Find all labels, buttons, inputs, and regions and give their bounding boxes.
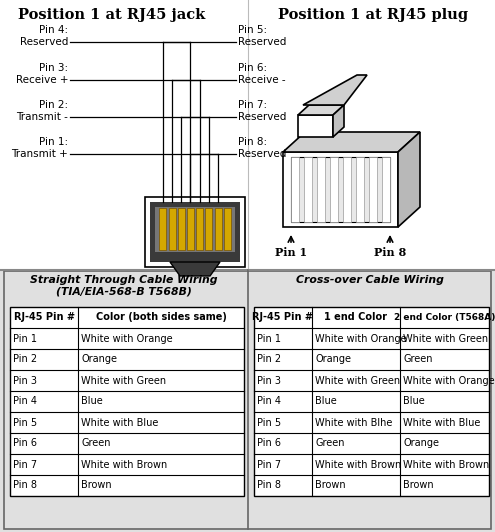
Text: White with Orange: White with Orange xyxy=(81,334,173,344)
Bar xyxy=(155,207,235,252)
Bar xyxy=(168,208,176,250)
Text: Pin 6:
Receive -: Pin 6: Receive - xyxy=(238,63,286,85)
Text: Orange: Orange xyxy=(403,438,439,448)
Text: Pin 8: Pin 8 xyxy=(13,480,37,491)
Polygon shape xyxy=(398,132,420,227)
Text: Pin 6: Pin 6 xyxy=(13,438,37,448)
Polygon shape xyxy=(298,105,344,115)
Text: Pin 4:
Reserved: Pin 4: Reserved xyxy=(20,25,68,47)
Text: White with Blue: White with Blue xyxy=(403,418,480,428)
Bar xyxy=(0,270,495,532)
Text: Pin 2: Pin 2 xyxy=(257,354,281,364)
Text: Color (both sides same): Color (both sides same) xyxy=(96,312,226,322)
Text: Pin 8: Pin 8 xyxy=(257,480,281,491)
Text: Pin 2: Pin 2 xyxy=(13,354,37,364)
Text: Pin 7: Pin 7 xyxy=(257,460,281,470)
Bar xyxy=(196,208,203,250)
Text: Brown: Brown xyxy=(315,480,346,491)
Text: White with Brown: White with Brown xyxy=(81,460,167,470)
Bar xyxy=(254,307,489,496)
Text: Orange: Orange xyxy=(81,354,117,364)
Text: Cross-over Cable Wiring: Cross-over Cable Wiring xyxy=(296,275,444,285)
Text: Pin 7: Pin 7 xyxy=(13,460,37,470)
Text: White with Blue: White with Blue xyxy=(81,418,158,428)
Polygon shape xyxy=(303,75,367,105)
Text: 1 end Color: 1 end Color xyxy=(325,312,388,322)
Bar xyxy=(150,202,240,262)
Text: Pin 5: Pin 5 xyxy=(257,418,281,428)
Text: RJ-45 Pin #: RJ-45 Pin # xyxy=(252,312,313,322)
Bar xyxy=(291,157,299,222)
Text: Pin 1: Pin 1 xyxy=(275,247,307,258)
Text: Pin 1:
Transmit +: Pin 1: Transmit + xyxy=(11,137,68,159)
Bar xyxy=(304,157,312,222)
Text: Blue: Blue xyxy=(81,396,103,406)
Bar xyxy=(178,208,185,250)
Text: Blue: Blue xyxy=(315,396,337,406)
Text: White with Green: White with Green xyxy=(403,334,488,344)
Polygon shape xyxy=(333,105,344,137)
Text: Blue: Blue xyxy=(403,396,425,406)
Bar xyxy=(187,208,194,250)
Text: Straight Through Cable Wiring
(TIA/EIA-568-B T568B): Straight Through Cable Wiring (TIA/EIA-5… xyxy=(30,275,218,297)
Bar xyxy=(214,208,221,250)
Text: Position 1 at RJ45 jack: Position 1 at RJ45 jack xyxy=(18,8,205,22)
Bar xyxy=(369,157,377,222)
Text: White with Brown: White with Brown xyxy=(315,460,401,470)
Text: Pin 3: Pin 3 xyxy=(257,376,281,386)
Bar xyxy=(382,157,390,222)
Text: Green: Green xyxy=(81,438,110,448)
Text: Brown: Brown xyxy=(403,480,434,491)
Text: Pin 5:
Reserved: Pin 5: Reserved xyxy=(238,25,287,47)
Text: Green: Green xyxy=(403,354,433,364)
Bar xyxy=(205,208,212,250)
Text: Position 1 at RJ45 plug: Position 1 at RJ45 plug xyxy=(278,8,468,22)
Text: Pin 6: Pin 6 xyxy=(257,438,281,448)
Text: Orange: Orange xyxy=(315,354,351,364)
Bar xyxy=(10,307,244,496)
Text: 2 end Color (T568A): 2 end Color (T568A) xyxy=(394,313,495,322)
Bar xyxy=(330,157,338,222)
Text: White with Green: White with Green xyxy=(315,376,400,386)
Text: White with Orange: White with Orange xyxy=(315,334,406,344)
Bar xyxy=(298,115,333,137)
Bar xyxy=(356,157,364,222)
Text: White with Blhe: White with Blhe xyxy=(315,418,393,428)
Text: Pin 5: Pin 5 xyxy=(13,418,37,428)
Text: Pin 4: Pin 4 xyxy=(13,396,37,406)
Text: Pin 7:
Reserved: Pin 7: Reserved xyxy=(238,100,287,122)
Text: White with Orange: White with Orange xyxy=(403,376,495,386)
Bar xyxy=(283,152,398,227)
Text: Pin 2:
Transmit -: Pin 2: Transmit - xyxy=(16,100,68,122)
Text: Pin 1: Pin 1 xyxy=(257,334,281,344)
Bar xyxy=(0,0,495,270)
Bar xyxy=(317,157,325,222)
Text: White with Green: White with Green xyxy=(81,376,166,386)
Text: Pin 8: Pin 8 xyxy=(374,247,406,258)
Text: Green: Green xyxy=(315,438,345,448)
Bar xyxy=(159,208,166,250)
Bar xyxy=(145,197,245,267)
Text: Pin 1: Pin 1 xyxy=(13,334,37,344)
Text: Pin 8:
Reserved: Pin 8: Reserved xyxy=(238,137,287,159)
Polygon shape xyxy=(283,132,420,152)
Bar xyxy=(4,271,491,529)
Text: Pin 3: Pin 3 xyxy=(13,376,37,386)
Bar xyxy=(343,157,351,222)
Text: Pin 4: Pin 4 xyxy=(257,396,281,406)
Bar xyxy=(291,157,390,222)
Polygon shape xyxy=(170,262,220,276)
Text: White with Brown: White with Brown xyxy=(403,460,489,470)
Text: Pin 3:
Receive +: Pin 3: Receive + xyxy=(15,63,68,85)
Text: RJ-45 Pin #: RJ-45 Pin # xyxy=(13,312,75,322)
Text: Brown: Brown xyxy=(81,480,112,491)
Bar xyxy=(224,208,231,250)
